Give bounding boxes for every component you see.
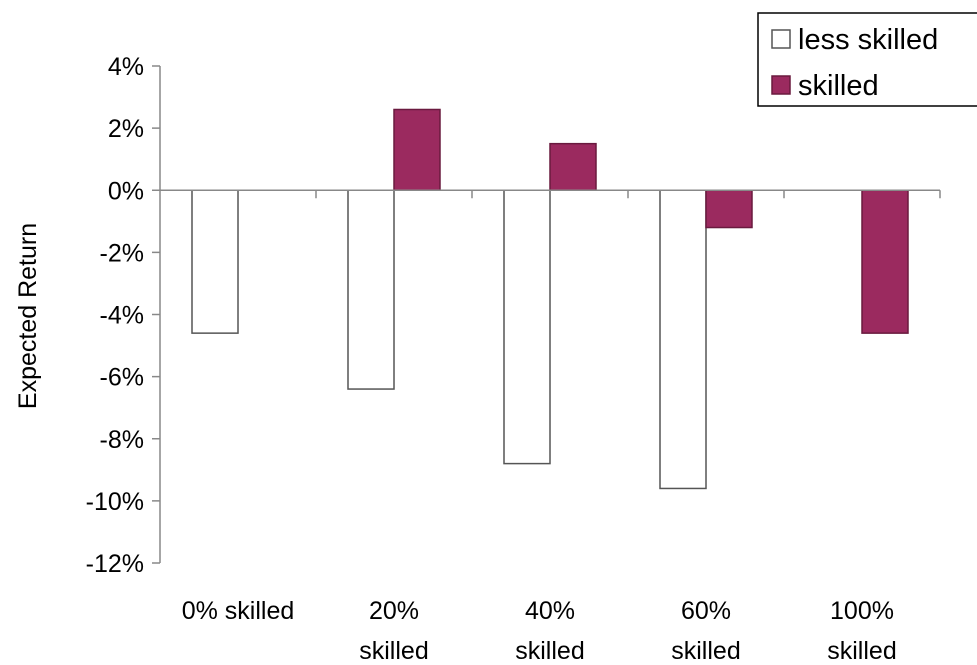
- bar-less-skilled-2: [503, 189, 551, 465]
- y-axis-label: Expected Return: [14, 223, 42, 409]
- legend-swatch-less-skilled: [771, 29, 791, 49]
- legend-box: [757, 12, 977, 107]
- y-tick-label: -2%: [100, 239, 144, 267]
- bar-skilled-1: [393, 108, 441, 191]
- bar-less-skilled-1: [347, 189, 395, 390]
- category-label: 40% skilled: [515, 597, 584, 665]
- y-tick-label: -4%: [100, 302, 144, 330]
- category-labels-group: 0% skilled 20% skilled 40% skilled 60% skilled…: [182, 597, 897, 665]
- bar-skilled-2: [549, 142, 597, 191]
- y-tick-label: -12%: [86, 550, 144, 578]
- legend-label-less-skilled: less skilled: [798, 24, 938, 56]
- y-tick-label: -8%: [100, 426, 144, 454]
- y-tick-label: 0%: [108, 177, 144, 205]
- legend-label-skilled: skilled: [798, 70, 879, 102]
- legend: less skilled skilled: [757, 12, 977, 107]
- y-tick-label: -10%: [86, 488, 144, 516]
- bar-skilled-3: [705, 189, 753, 229]
- category-label: 60% skilled: [671, 597, 740, 665]
- bars-group: [191, 108, 909, 490]
- y-ticks-group: 4% 2% 0% -2% -4% -6% -8% -10% -12%: [86, 53, 160, 578]
- legend-swatch-skilled: [771, 75, 791, 95]
- bar-skilled-4: [861, 189, 909, 334]
- bar-less-skilled-0: [191, 189, 239, 334]
- category-label: 0% skilled: [182, 597, 295, 625]
- y-tick-label: 2%: [108, 115, 144, 143]
- bar-less-skilled-3: [659, 189, 707, 490]
- category-label: 100% skilled: [827, 597, 896, 665]
- y-tick-label: 4%: [108, 53, 144, 81]
- category-label: 20% skilled: [359, 597, 428, 665]
- y-tick-label: -6%: [100, 364, 144, 392]
